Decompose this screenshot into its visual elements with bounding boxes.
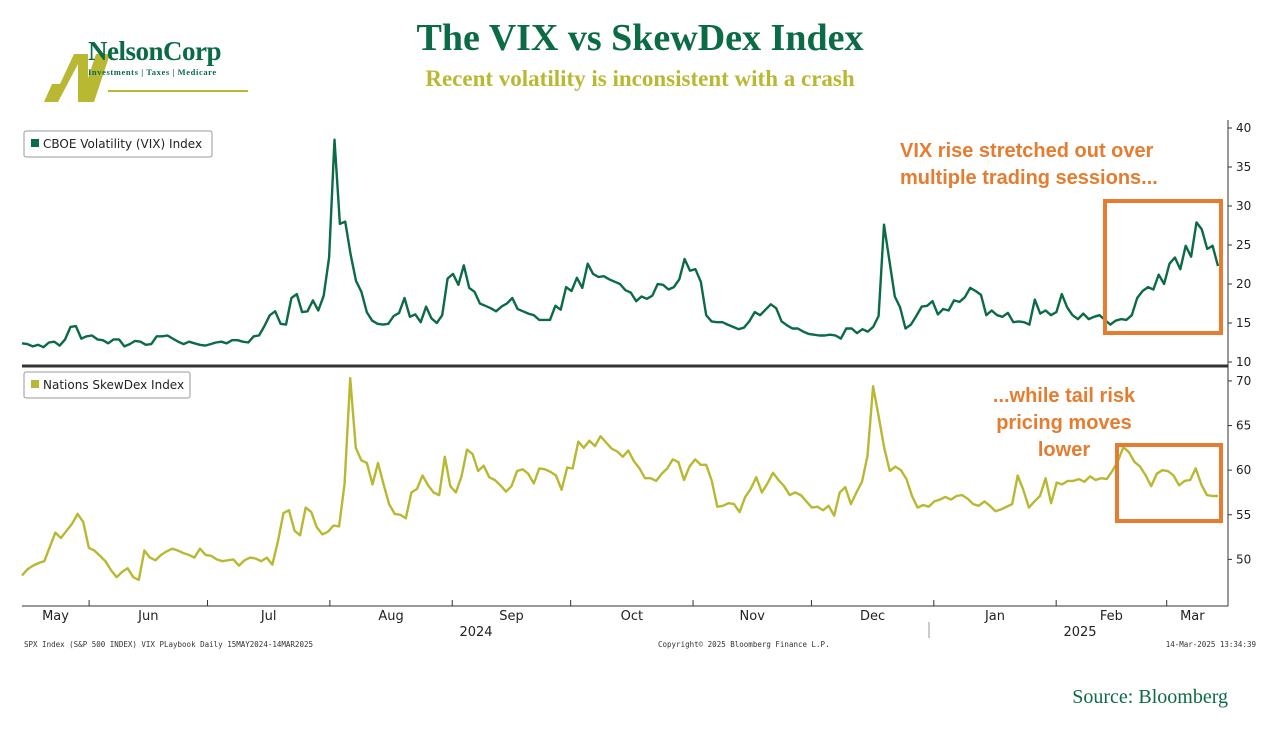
logo-name: NelsonCorp	[88, 36, 222, 66]
xtick-label-month: Oct	[621, 609, 643, 624]
skewdex-ytick-label: 70	[1236, 374, 1251, 388]
vix-highlight-box	[1103, 199, 1223, 335]
skew-annotation-line2: pricing moves	[996, 412, 1132, 434]
logo-tagline: Investments | Taxes | Medicare	[88, 67, 217, 77]
xtick-label-month: Jul	[260, 609, 277, 624]
vix-ytick-label: 40	[1236, 121, 1251, 135]
xtick-label-month: Feb	[1100, 609, 1123, 624]
page-subtitle: Recent volatility is inconsistent with a…	[425, 66, 855, 91]
xtick-label-month: Mar	[1180, 609, 1205, 624]
xtick-label-year: 2025	[1063, 625, 1096, 640]
footer-copyright: Copyright© 2025 Bloomberg Finance L.P.	[658, 640, 830, 649]
vix-series-line	[21, 138, 1220, 349]
source-label: Source: Bloomberg	[1072, 686, 1228, 708]
nelsoncorp-logo	[44, 54, 248, 102]
skew-annotation-line1: ...while tail risk	[992, 385, 1136, 407]
skew-legend-label: Nations SkewDex Index	[43, 378, 184, 392]
footer-timestamp: 14-Mar-2025 13:34:39	[1165, 640, 1256, 649]
xtick-label-year: 2024	[459, 625, 492, 640]
vix-annotation: VIX rise stretched out over multiple tra…	[900, 138, 1158, 192]
skew-annotation-line3: lower	[1037, 439, 1091, 461]
vix-ytick-label: 15	[1236, 316, 1251, 330]
footer-series-info: SPX Index (S&P 500 INDEX) VIX PLaybook D…	[24, 640, 313, 649]
vix-ytick-label: 20	[1236, 277, 1251, 291]
xtick-label-month: Aug	[378, 609, 403, 624]
skewdex-ytick-label: 50	[1236, 552, 1251, 566]
xtick-label-month: Dec	[860, 609, 885, 624]
xtick-label-month: May	[42, 609, 69, 624]
vix-legend: CBOE Volatility (VIX) Index	[23, 130, 213, 158]
skewdex-ytick-label: 60	[1236, 463, 1251, 477]
chart-area: CBOE Volatility (VIX) Index Nations Skew…	[21, 120, 1251, 640]
xtick-label-month: Jan	[984, 609, 1005, 624]
vix-ytick-label: 25	[1236, 238, 1251, 252]
vix-annotation-line1: VIX rise stretched out over	[900, 140, 1154, 162]
xtick-label-month: Nov	[740, 609, 766, 624]
skewdex-ytick-label: 65	[1236, 419, 1251, 433]
vix-annotation-line2: multiple trading sessions...	[900, 167, 1158, 189]
skewdex-ytick-label: 55	[1236, 508, 1251, 522]
skew-highlight-box	[1115, 443, 1223, 523]
skew-annotation: ...while tail risk pricing moves lower	[960, 383, 1168, 464]
page-title: The VIX vs SkewDex Index	[416, 17, 864, 59]
xtick-label-month: Sep	[499, 609, 524, 624]
skew-legend: Nations SkewDex Index	[23, 371, 191, 399]
vix-ytick-label: 10	[1236, 355, 1251, 369]
vix-ytick-label: 35	[1236, 160, 1251, 174]
skewdex-series-line	[21, 377, 1218, 582]
xtick-label-month: Jun	[137, 609, 158, 624]
vix-legend-label: CBOE Volatility (VIX) Index	[43, 137, 202, 151]
vix-ytick-label: 30	[1236, 199, 1251, 213]
